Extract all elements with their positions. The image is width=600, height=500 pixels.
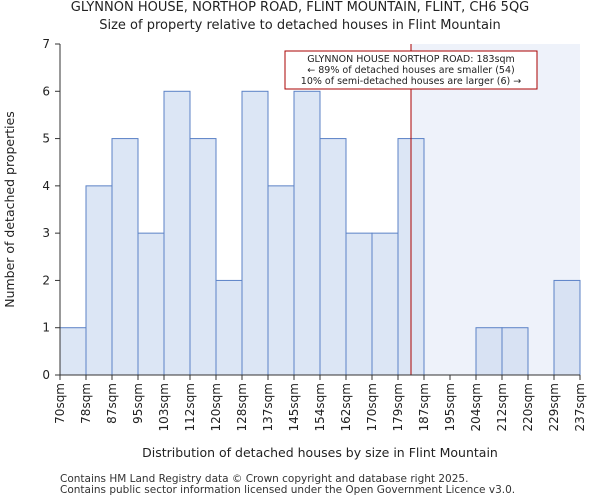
x-tick-label: 78sqm <box>79 383 93 424</box>
y-tick-label: 1 <box>42 321 50 335</box>
x-tick-label: 187sqm <box>417 383 431 431</box>
footer-copyright: Contains HM Land Registry data © Crown c… <box>60 473 469 485</box>
y-tick-label: 5 <box>42 132 50 146</box>
x-tick-label: 145sqm <box>287 383 301 431</box>
y-axis-label: Number of detached properties <box>2 111 17 308</box>
histogram-bar <box>111 138 139 376</box>
x-tick-label: 137sqm <box>261 383 275 431</box>
larger-region-shading <box>411 44 580 375</box>
histogram-bar <box>319 138 347 376</box>
x-tick-label: 154sqm <box>313 383 327 431</box>
x-tick-label: 195sqm <box>443 383 457 431</box>
x-tick-label: 87sqm <box>105 383 119 424</box>
x-axis-label: Distribution of detached houses by size … <box>142 445 498 460</box>
y-tick-label: 4 <box>42 179 50 193</box>
annotation-line-2: ← 89% of detached houses are smaller (54… <box>307 65 514 76</box>
histogram-bar <box>371 232 399 376</box>
x-tick-label: 179sqm <box>391 383 405 431</box>
chart-subtitle: Size of property relative to detached ho… <box>99 18 501 33</box>
x-tick-label: 237sqm <box>573 383 587 431</box>
histogram-bar <box>59 327 87 376</box>
x-tick-label: 70sqm <box>53 383 67 424</box>
x-tick-label: 162sqm <box>339 383 353 431</box>
x-tick-label: 128sqm <box>235 383 249 431</box>
x-tick-label: 204sqm <box>469 383 483 431</box>
histogram-bar <box>241 90 269 376</box>
histogram-bar <box>553 279 581 376</box>
y-tick-label: 7 <box>42 37 50 51</box>
histogram-bar <box>475 327 503 376</box>
y-tick-label: 0 <box>42 368 50 382</box>
annotation-line-3: 10% of semi-detached houses are larger (… <box>301 76 521 87</box>
histogram-chart: 0 1 2 3 4 5 6 7 70sqm 78sqm 87sqm 95sqm 103sqm 112sqm… <box>2 37 587 460</box>
annotation-box <box>284 50 538 90</box>
x-tick-label: 229sqm <box>547 383 561 431</box>
histogram-bar <box>137 232 165 376</box>
y-tick-label: 3 <box>42 226 50 240</box>
histogram-bar <box>85 185 113 376</box>
footer-licence: Contains public sector information licen… <box>60 484 516 496</box>
x-tick-label: 170sqm <box>365 383 379 431</box>
x-tick-label: 103sqm <box>157 383 171 431</box>
chart-title: GLYNNON HOUSE, NORTHOP ROAD, FLINT MOUNT… <box>70 0 530 15</box>
x-tick-label: 120sqm <box>209 383 223 431</box>
x-tick-label: 95sqm <box>131 383 145 424</box>
x-tick-label: 112sqm <box>183 383 197 431</box>
histogram-bar <box>163 90 191 376</box>
x-tick-label: 220sqm <box>521 383 535 431</box>
annotation-line-1: GLYNNON HOUSE NORTHOP ROAD: 183sqm <box>307 54 515 65</box>
y-tick-label: 6 <box>42 84 50 98</box>
histogram-bar <box>215 279 243 376</box>
histogram-bar <box>293 90 321 376</box>
histogram-bar <box>189 138 217 376</box>
x-tick-label: 212sqm <box>495 383 509 431</box>
histogram-bar <box>501 327 529 376</box>
histogram-bar <box>345 232 373 376</box>
histogram-bar <box>267 185 295 376</box>
y-tick-label: 2 <box>42 273 50 287</box>
